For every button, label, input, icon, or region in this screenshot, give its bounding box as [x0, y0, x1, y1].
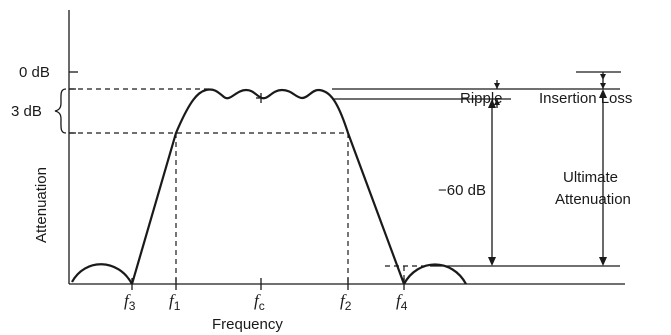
three-db-brace: [54, 88, 67, 134]
label-attenuation-right: Attenuation: [555, 191, 631, 208]
y-axis-label: Attenuation: [33, 167, 50, 243]
ripple-arrow-head: [494, 83, 500, 89]
freq-label-f4: f4: [396, 291, 408, 313]
left-sidelobe: [71, 263, 133, 285]
x-axis-label: Frequency: [212, 316, 283, 333]
sixty-db-arrow-head-bottom: [488, 257, 496, 266]
label-ultimate: Ultimate: [563, 169, 618, 186]
ripple-arrow-head-bottom: [494, 99, 500, 105]
label-3db: 3 dB: [11, 103, 42, 120]
label-0db: 0 dB: [19, 64, 50, 81]
sixty-db-arrow-head-top: [488, 99, 496, 108]
freq-label-fc: fc: [254, 291, 265, 313]
ultimate-arrow-head-top: [599, 89, 607, 98]
label-60db: −60 dB: [438, 182, 486, 199]
insertion-arrow-head-bottom: [600, 83, 606, 89]
freq-label-f3: f3: [124, 291, 136, 313]
label-insertion-loss: Insertion Loss: [539, 90, 632, 107]
response-curve: [130, 88, 406, 285]
freq-label-f1: f1: [169, 291, 181, 313]
right-sidelobe: [403, 263, 467, 285]
freq-label-f2: f2: [340, 291, 352, 313]
insertion-arrow-head-top: [600, 74, 606, 80]
label-ripple: Ripple: [460, 90, 503, 107]
ultimate-arrow-head-bottom: [599, 257, 607, 266]
